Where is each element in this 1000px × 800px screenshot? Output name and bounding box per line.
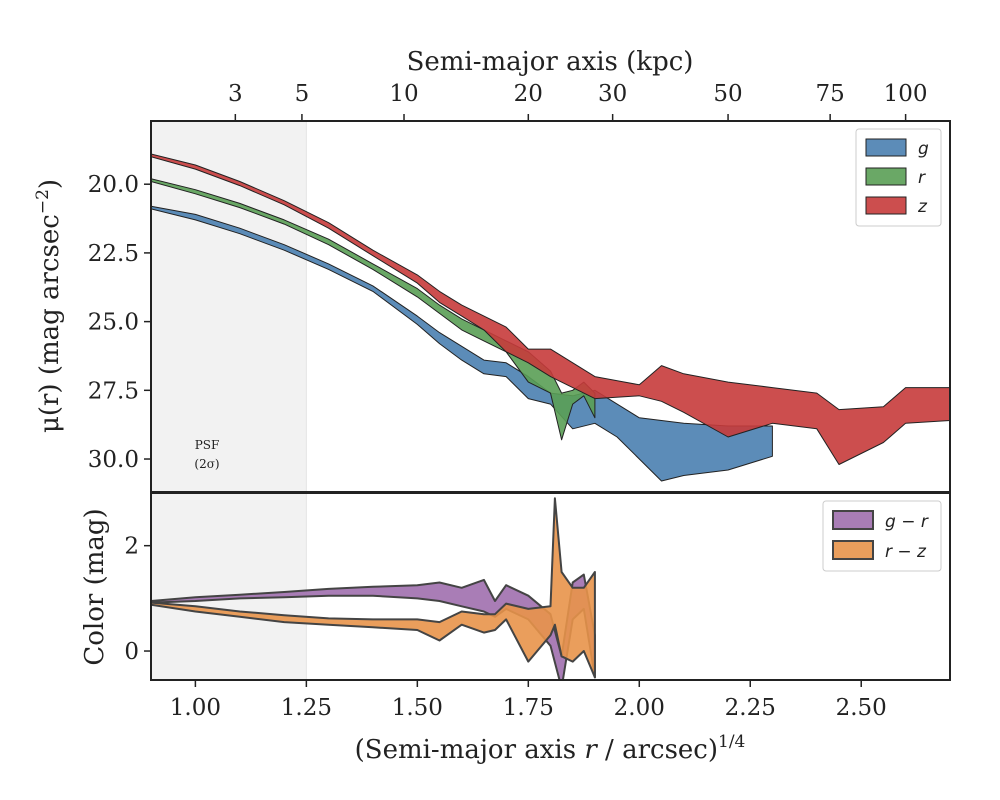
band-rz [151, 497, 596, 679]
top-xtick-label: 50 [713, 81, 742, 107]
top-ytick-label: 22.5 [88, 241, 139, 267]
legend-label: z [917, 197, 928, 217]
color-bands [151, 497, 596, 680]
bottom-xtick-label: 2.25 [725, 695, 776, 721]
legend-top: grz [855, 128, 942, 227]
legend-swatch [832, 510, 874, 530]
legend-swatch [865, 196, 907, 215]
band-g [151, 205, 773, 482]
top-xtick-label: 10 [389, 81, 418, 107]
bottom-ytick-label: 0 [124, 639, 139, 665]
top-y-axis-title: μ(r) (mag arcsec−2) [33, 179, 65, 433]
legend-label: g − r [885, 512, 929, 532]
top-xtick-label: 5 [295, 81, 310, 107]
bottom-xtick-label: 1.75 [503, 695, 554, 721]
top-xtick-label: 3 [228, 81, 243, 107]
band-r [151, 178, 596, 441]
bottom-xtick-label: 2.50 [836, 695, 887, 721]
psf-label: PSF [195, 438, 220, 452]
band-z [151, 153, 950, 465]
bottom-y-axis-title: Color (mag) [80, 508, 110, 665]
psf-region-top [151, 121, 307, 492]
bottom-xtick-label: 1.25 [281, 695, 332, 721]
top-xtick-label: 30 [598, 81, 627, 107]
bottom-x-axis-title: (Semi-major axis r / arcsec)1/4 [355, 732, 746, 765]
top-axis-title: Semi-major axis (kpc) [407, 47, 694, 77]
legend-label: r [918, 168, 926, 188]
top-ytick-label: 30.0 [88, 447, 139, 473]
top-ytick-label: 20.0 [88, 172, 139, 198]
top-ytick-label: 25.0 [88, 310, 139, 336]
legend-swatch [865, 138, 907, 157]
bottom-xtick-label: 2.00 [614, 695, 665, 721]
legend-swatch [865, 167, 907, 186]
top-xtick-label: 100 [884, 81, 928, 107]
bottom-xtick-label: 1.50 [392, 695, 443, 721]
top-xtick-label: 20 [514, 81, 543, 107]
bottom-axes-frame [150, 492, 951, 681]
axis-ticks: 20.0 22.5 25.0 27.5 30.0 0 2 1.00 1.25 1.50 1.75 2.… [88, 81, 928, 721]
legend-bottom: g − r r − z [822, 500, 942, 572]
bottom-xtick-label: 1.00 [170, 695, 221, 721]
legend-swatch [832, 540, 874, 560]
psf-region-bottom [151, 493, 307, 680]
legend-label: r − z [885, 542, 927, 562]
bottom-ytick-label: 2 [124, 534, 139, 560]
surface-brightness-bands [151, 153, 950, 482]
legend-label: g [918, 139, 929, 159]
top-ytick-label: 27.5 [88, 378, 139, 404]
top-xtick-label: 75 [816, 81, 845, 107]
psf-sigma-label: (2σ) [194, 457, 219, 471]
